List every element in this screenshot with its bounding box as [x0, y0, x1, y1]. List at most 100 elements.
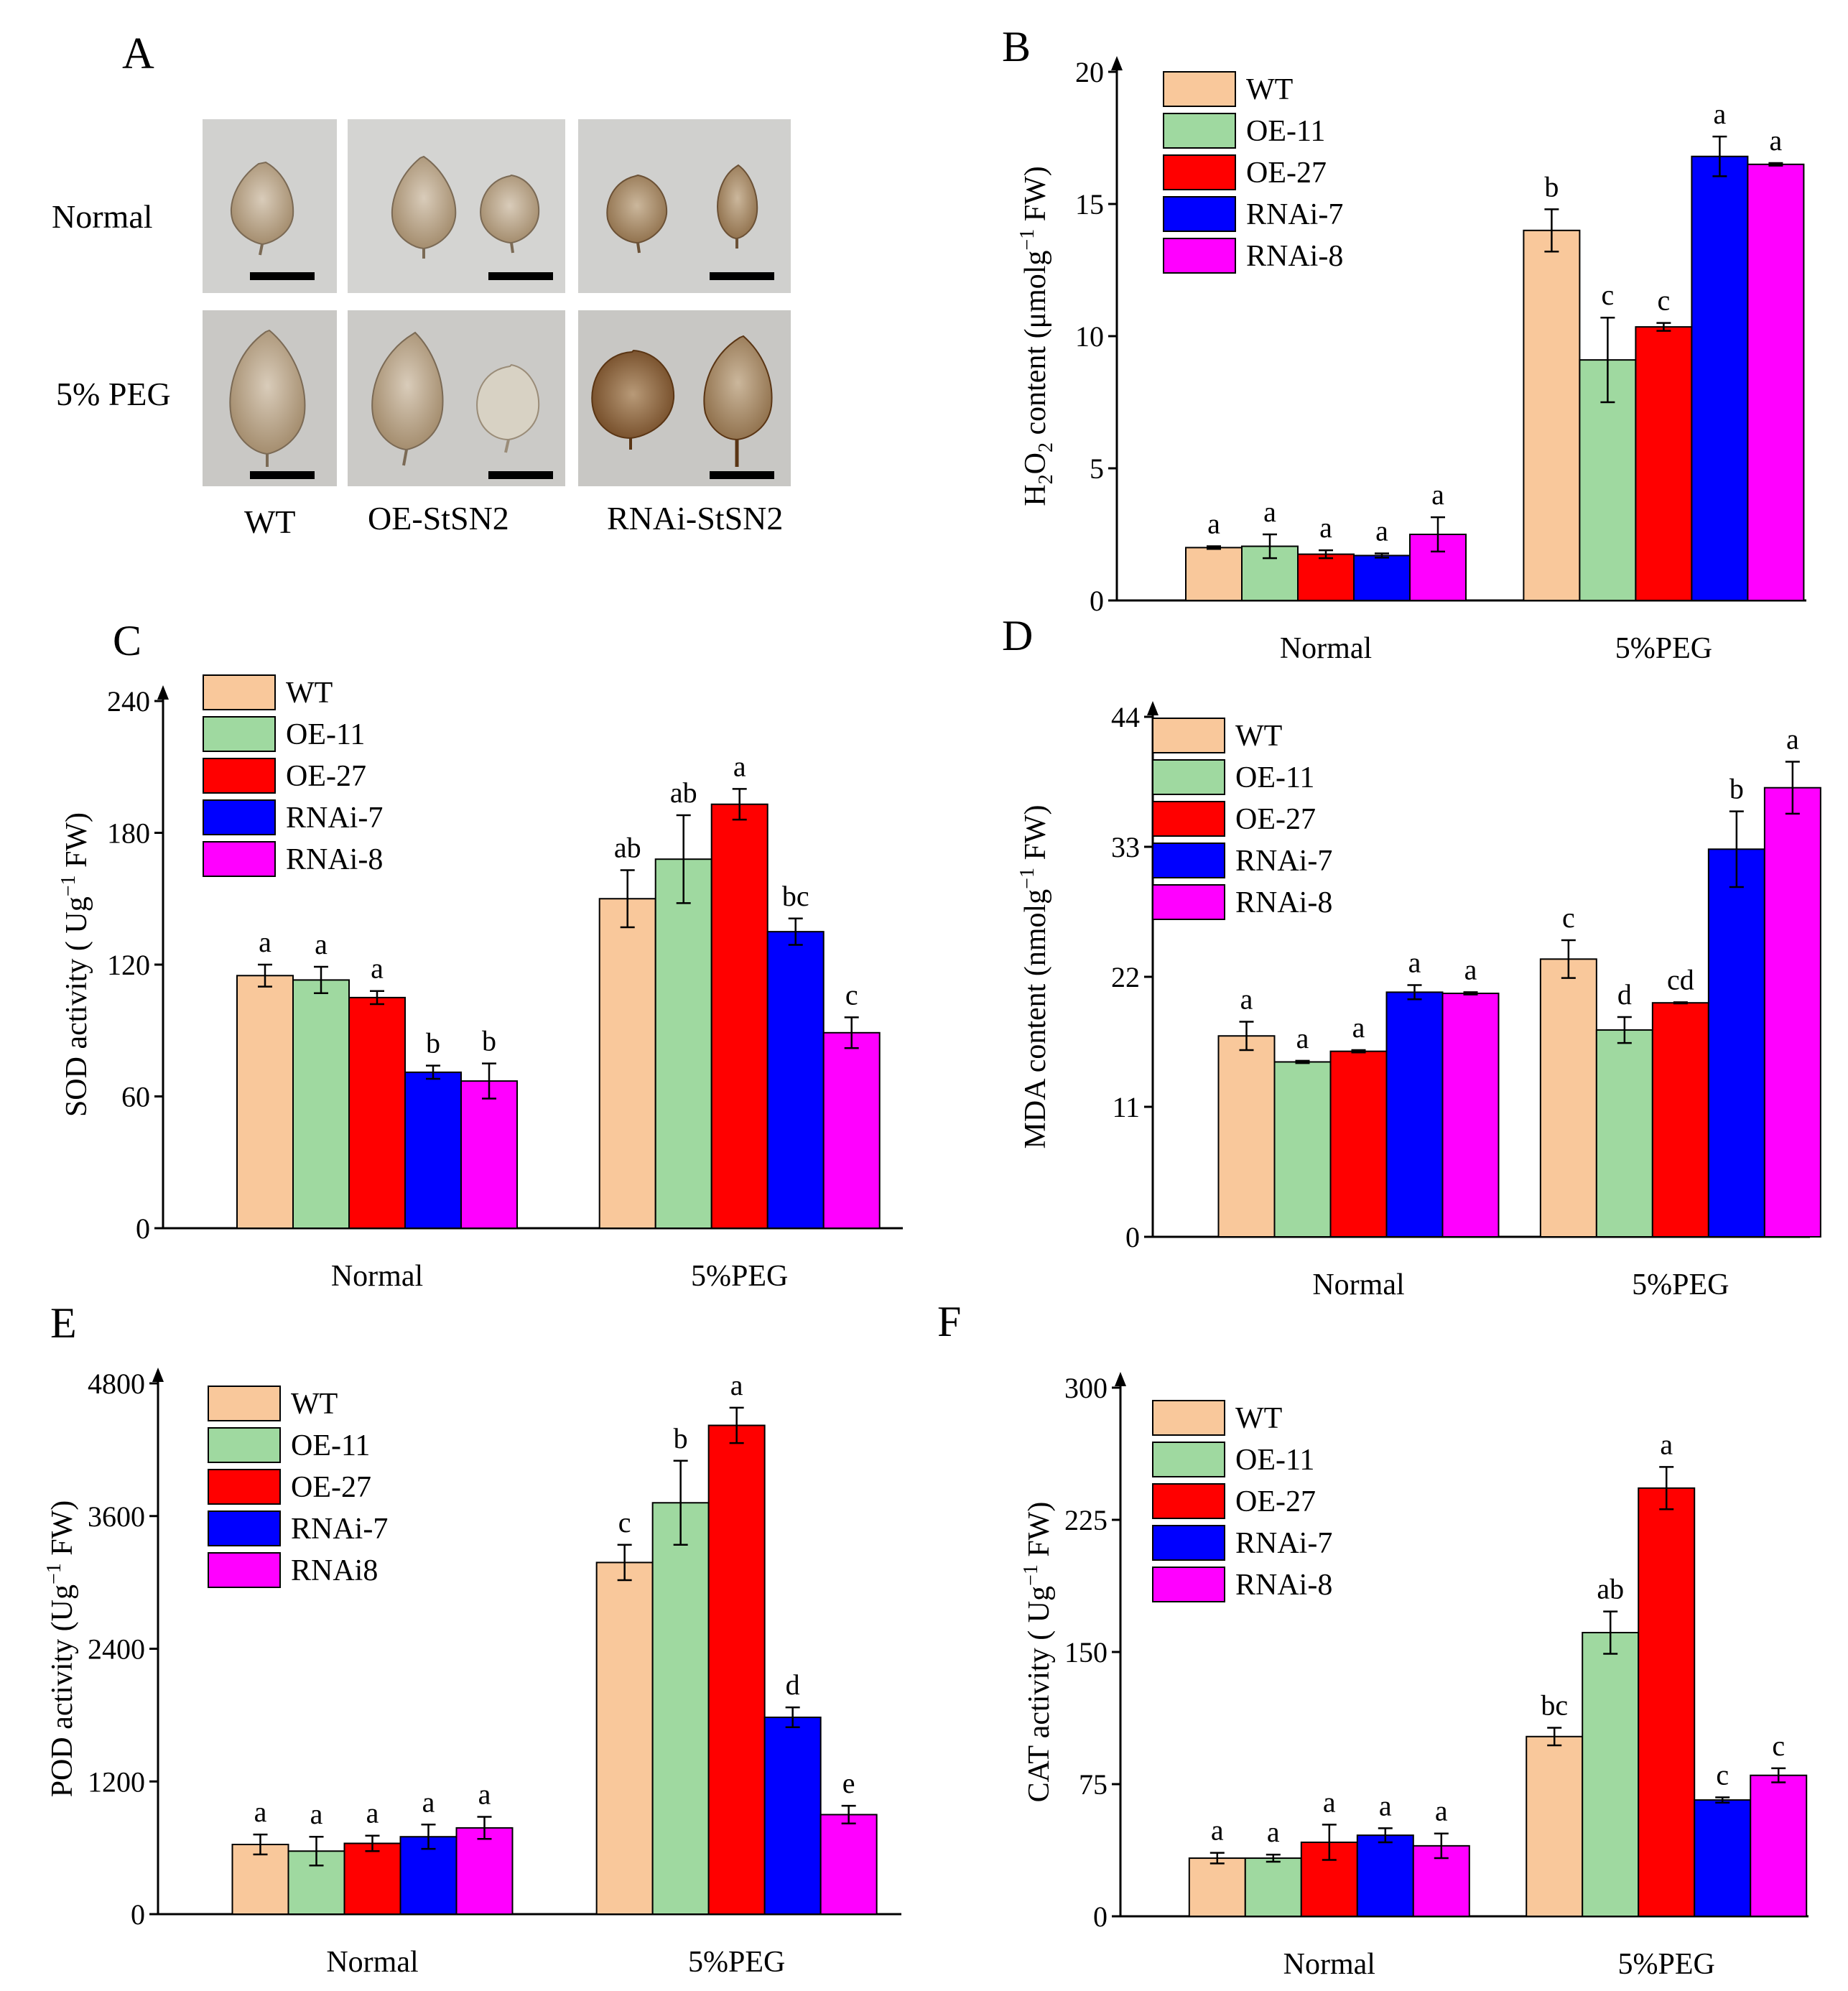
y-axis-label: MDA content (nmolg−1 FW) — [1016, 805, 1052, 1149]
leaf-icon — [476, 363, 540, 441]
significance-letter: a — [1240, 983, 1253, 1016]
legend-swatch — [1152, 718, 1225, 753]
significance-letter: a — [371, 952, 384, 985]
significance-letter: a — [1379, 1789, 1392, 1821]
legend-label: RNAi-7 — [1235, 1527, 1332, 1560]
significance-letter: a — [1267, 1816, 1280, 1848]
category-label: Normal — [1312, 1268, 1404, 1301]
category-label: 5%PEG — [691, 1260, 788, 1293]
significance-letter: a — [1323, 1786, 1336, 1818]
significance-letter: a — [1211, 1814, 1224, 1847]
bar-rnai-7 — [766, 931, 825, 1229]
y-tick-label: 300 — [1064, 1372, 1108, 1404]
bar-oe-27 — [710, 803, 769, 1230]
significance-letter: d — [786, 1669, 800, 1701]
y-axis-label-part: FW) — [60, 812, 93, 876]
significance-letter: a — [1431, 478, 1444, 511]
legend-swatch — [1163, 196, 1236, 232]
chart-panel-e: E 0 1200 2400 3600 4800 POD activity (Ug−1 FW)… — [43, 1299, 901, 1979]
legend-swatch — [203, 674, 276, 710]
y-tick-label: 0 — [1090, 585, 1104, 617]
legend-label: RNAi-8 — [1235, 1569, 1332, 1602]
legend-label: OE-11 — [286, 718, 365, 751]
category-label: 5%PEG — [1618, 1948, 1715, 1981]
y-axis-label-part: POD activity (Ug — [46, 1584, 79, 1797]
significance-letter: c — [1658, 284, 1671, 317]
significance-letter: a — [1375, 514, 1388, 547]
bar-wt — [1185, 547, 1243, 602]
bar-rnai-7 — [1385, 991, 1444, 1238]
bar-oe-27 — [707, 1424, 766, 1915]
significance-letter: c — [1772, 1730, 1785, 1762]
y-axis-label-part: 2 — [1035, 474, 1057, 484]
y-axis-label-part: FW) — [1023, 1502, 1056, 1565]
scale-bar — [488, 272, 553, 280]
significance-letter: cd — [1667, 963, 1694, 996]
category-label: 5%PEG — [1615, 632, 1712, 665]
y-axis-label-part: content (μmolg — [1019, 251, 1052, 442]
y-tick-label: 0 — [136, 1212, 150, 1245]
significance-letter: c — [1562, 901, 1575, 934]
legend-swatch — [203, 799, 276, 835]
legend-swatch — [208, 1386, 281, 1421]
bar-oe-11 — [654, 858, 712, 1229]
legend-swatch — [1152, 1567, 1225, 1602]
legend-label: OE-27 — [1235, 1485, 1316, 1518]
category-label: Normal — [326, 1946, 418, 1979]
bar-wt — [1188, 1857, 1246, 1918]
significance-letter: a — [366, 1797, 379, 1829]
y-tick-label: 22 — [1111, 961, 1140, 993]
significance-letter: a — [1352, 1011, 1365, 1044]
legend-swatch — [1163, 71, 1236, 107]
legend-label: RNAi-7 — [286, 802, 383, 835]
significance-letter: a — [1660, 1428, 1673, 1460]
bar-wt — [231, 1844, 289, 1916]
bar-wt — [598, 898, 656, 1229]
panel-a: A Normal 5% PEG WT OE-StSN2 RNAi-StSN2 — [0, 0, 898, 596]
significance-letter: c — [618, 1506, 631, 1538]
y-axis-label: H2O2 content (μmolg−1 FW) — [1016, 166, 1057, 506]
significance-letter: a — [1296, 1022, 1309, 1054]
significance-letter: a — [254, 1796, 267, 1828]
panel-letter-f: F — [937, 1298, 961, 1345]
category-label: 5%PEG — [688, 1946, 785, 1979]
category-label: 5%PEG — [1632, 1268, 1729, 1301]
y-axis-label-part: SOD activity ( Ug — [60, 896, 93, 1117]
scale-bar — [250, 471, 315, 479]
y-axis-arrow — [1111, 56, 1123, 70]
y-axis-label: SOD activity ( Ug−1 FW) — [57, 812, 93, 1117]
legend-swatch — [1152, 759, 1225, 795]
bar-oe-11 — [1273, 1061, 1332, 1238]
significance-letter: c — [1716, 1758, 1729, 1791]
y-tick-label: 180 — [107, 817, 150, 850]
panel-letter-d: D — [1002, 612, 1033, 659]
significance-letter: a — [1786, 723, 1799, 756]
y-axis-label-part: −1 — [1016, 229, 1039, 251]
y-tick-label: 10 — [1075, 320, 1104, 353]
leaf-icon — [391, 155, 457, 250]
significance-letter: c — [1602, 279, 1615, 311]
leaf-icon — [480, 174, 540, 244]
y-tick-label: 120 — [107, 949, 150, 981]
y-axis-arrow — [157, 685, 169, 700]
bar-rnai-7 — [404, 1071, 462, 1229]
significance-letter: a — [1770, 124, 1783, 157]
bar-wt — [1217, 1035, 1276, 1238]
y-tick-label: 3600 — [88, 1500, 145, 1533]
leaf-icon — [717, 164, 758, 240]
y-axis-label-part: O — [1019, 452, 1052, 474]
col-label-wt: WT — [244, 503, 296, 540]
y-tick-label: 240 — [107, 685, 150, 718]
legend-label: WT — [1235, 720, 1282, 753]
scale-bar — [710, 471, 774, 479]
y-tick-label: 11 — [1112, 1091, 1140, 1123]
legend-label: RNAi-8 — [286, 843, 383, 876]
bar-oe-11 — [1244, 1857, 1302, 1918]
significance-letter: d — [1617, 978, 1632, 1011]
bar-wt — [1523, 229, 1581, 601]
bar-rnai-8 — [822, 1031, 881, 1230]
significance-letter: a — [1207, 508, 1220, 540]
scale-bar — [710, 272, 774, 280]
y-tick-label: 20 — [1075, 56, 1104, 88]
